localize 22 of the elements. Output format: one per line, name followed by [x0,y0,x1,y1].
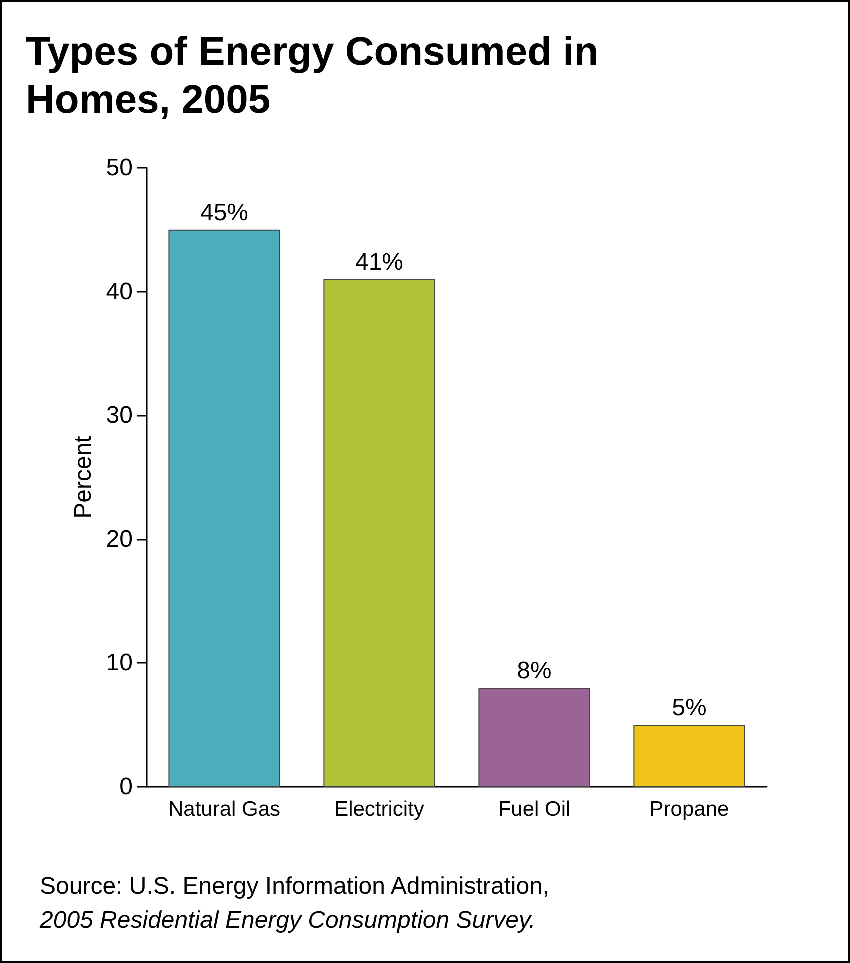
bar [168,230,280,787]
text: 2005 Residential Energy Consumption Survey. [40,906,537,936]
y-tick-label: 20 [106,526,133,553]
data-label: 45% [200,199,249,226]
x-tick-label: Propane [650,798,730,821]
chart-title: Types of Energy Consumed in Homes, 2005 [26,29,600,124]
y-tick-label: 0 [120,774,133,800]
y-tick-label: 10 [106,650,133,677]
x-tick-label: Fuel Oil [498,798,571,821]
y-axis-title: Percent [70,436,97,519]
y-tick-label: 30 [106,402,133,430]
data-label: 8% [517,657,552,684]
bar [634,725,746,787]
data-label: 5% [672,694,707,722]
y-tick-label: 40 [106,278,133,306]
data-label: 41% [355,248,404,276]
source-note: Source: U.S. Energy Information Administration, [40,872,550,902]
x-tick-label: Electricity [334,798,425,821]
y-tick-label: 50 [106,154,133,182]
x-tick-label: Natural Gas [168,798,281,821]
bar [324,279,436,787]
bar [478,688,590,787]
